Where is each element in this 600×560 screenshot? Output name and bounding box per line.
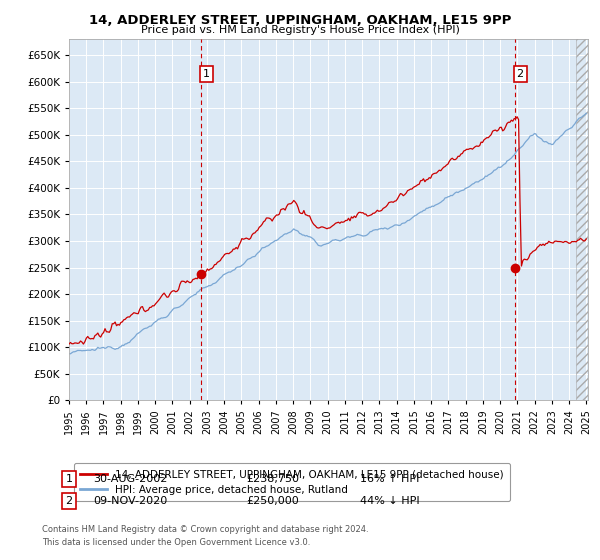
Text: 44% ↓ HPI: 44% ↓ HPI — [360, 496, 419, 506]
Text: Contains HM Land Registry data © Crown copyright and database right 2024.: Contains HM Land Registry data © Crown c… — [42, 525, 368, 534]
Text: £238,750: £238,750 — [246, 474, 299, 484]
Text: This data is licensed under the Open Government Licence v3.0.: This data is licensed under the Open Gov… — [42, 538, 310, 547]
Text: 2: 2 — [65, 496, 73, 506]
Text: 2: 2 — [517, 69, 524, 79]
Text: 30-AUG-2002: 30-AUG-2002 — [93, 474, 167, 484]
Text: £250,000: £250,000 — [246, 496, 299, 506]
Text: Price paid vs. HM Land Registry's House Price Index (HPI): Price paid vs. HM Land Registry's House … — [140, 25, 460, 35]
Text: 14, ADDERLEY STREET, UPPINGHAM, OAKHAM, LE15 9PP: 14, ADDERLEY STREET, UPPINGHAM, OAKHAM, … — [89, 14, 511, 27]
Text: 09-NOV-2020: 09-NOV-2020 — [93, 496, 167, 506]
Text: 1: 1 — [65, 474, 73, 484]
Text: 16% ↑ HPI: 16% ↑ HPI — [360, 474, 419, 484]
Text: 1: 1 — [203, 69, 210, 79]
Legend: 14, ADDERLEY STREET, UPPINGHAM, OAKHAM, LE15 9PP (detached house), HPI: Average : 14, ADDERLEY STREET, UPPINGHAM, OAKHAM, … — [74, 464, 510, 501]
